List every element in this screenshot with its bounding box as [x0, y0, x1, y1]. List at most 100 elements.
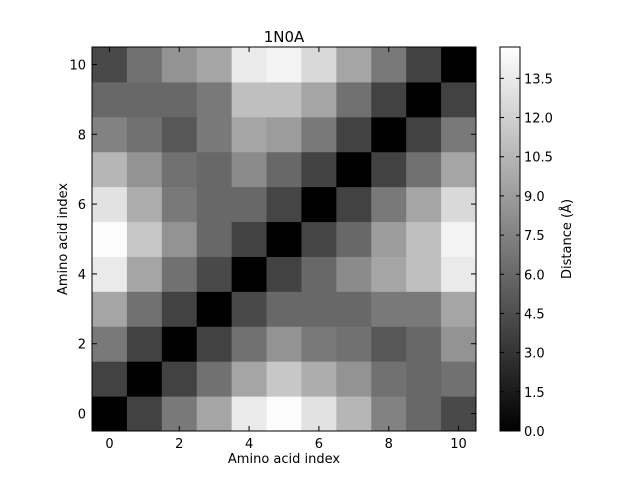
heatmap-cell	[301, 256, 337, 292]
heatmap-cell	[231, 81, 268, 118]
heatmap-cell	[92, 151, 128, 188]
heatmap-cell	[336, 47, 372, 83]
colorbar-tick-label: 6.0	[524, 268, 545, 283]
heatmap-cell	[406, 291, 442, 327]
heatmap-cell	[92, 47, 128, 83]
heatmap-cell	[126, 326, 163, 362]
heatmap-cell	[126, 361, 163, 397]
heatmap-cell	[266, 256, 302, 292]
x-axis-label: Amino acid index	[228, 452, 340, 467]
heatmap-cells	[92, 47, 477, 432]
heatmap-cell	[371, 47, 407, 83]
heatmap-cell	[336, 221, 372, 257]
heatmap-cell	[441, 81, 477, 118]
y-axis-label: Amino acid index	[56, 183, 71, 295]
heatmap-cell	[371, 361, 407, 397]
colorbar-ticks: 0.0 1.5 3.0 4.5 6.0 7.5 9.0 10.5 12.0 13.5	[500, 72, 553, 440]
heatmap-cell	[126, 221, 163, 257]
heatmap-cell	[161, 326, 198, 362]
heatmap-cell	[231, 47, 268, 83]
heatmap-cell	[196, 186, 233, 223]
heatmap-cell	[441, 256, 477, 292]
heatmap-cell	[336, 291, 372, 327]
heatmap-cell	[161, 396, 198, 432]
heatmap-cell	[126, 47, 163, 83]
heatmap-cell	[441, 116, 477, 153]
heatmap-cell	[441, 361, 477, 397]
heatmap-cell	[231, 326, 268, 362]
y-axis-ticks: 0 2 4 6 8 10	[69, 58, 476, 423]
heatmap-cell	[441, 151, 477, 188]
heatmap-cell	[161, 47, 198, 83]
heatmap-cell	[161, 186, 198, 223]
heatmap-cell	[371, 326, 407, 362]
heatmap-cell	[336, 361, 372, 397]
heatmap-cell	[231, 396, 268, 432]
heatmap-cell	[161, 81, 198, 118]
heatmap-cell	[266, 116, 302, 153]
heatmap-cell	[196, 396, 233, 432]
x-tick-label: 0	[105, 437, 113, 452]
heatmap-cell	[301, 47, 337, 83]
heatmap-cell	[406, 186, 442, 223]
heatmap-cell	[161, 116, 198, 153]
heatmap-cell	[266, 221, 302, 257]
heatmap-cell	[92, 81, 128, 118]
heatmap-cell	[371, 221, 407, 257]
heatmap-cell	[126, 396, 163, 432]
heatmap-cell	[301, 396, 337, 432]
heatmap-cell	[92, 361, 128, 397]
heatmap-cell	[126, 186, 163, 223]
heatmap-cell	[231, 256, 268, 292]
heatmap-cell	[266, 81, 302, 118]
colorbar-tick-label: 12.0	[524, 112, 553, 127]
heatmap-cell	[266, 291, 302, 327]
heatmap-cell	[336, 256, 372, 292]
heatmap-cell	[196, 221, 233, 257]
heatmap-cell	[301, 361, 337, 397]
heatmap-cell	[126, 291, 163, 327]
heatmap-cell	[406, 81, 442, 118]
heatmap-cell	[301, 116, 337, 153]
heatmap-cell	[406, 221, 442, 257]
colorbar-tick-label: 1.5	[524, 386, 545, 401]
heatmap-cell	[126, 116, 163, 153]
heatmap-cell	[92, 396, 128, 432]
heatmap-cell	[231, 116, 268, 153]
heatmap-cell	[371, 186, 407, 223]
heatmap-cell	[231, 221, 268, 257]
heatmap-cell	[92, 256, 128, 292]
heatmap-cell	[406, 151, 442, 188]
y-tick-label: 0	[78, 408, 86, 423]
y-tick-label: 4	[78, 268, 86, 283]
heatmap-cell	[196, 116, 233, 153]
heatmap-cell	[406, 116, 442, 153]
heatmap-cell	[371, 291, 407, 327]
heatmap-cell	[231, 186, 268, 223]
heatmap-cell	[92, 291, 128, 327]
y-tick-label: 2	[78, 338, 86, 353]
x-tick-label: 4	[245, 437, 253, 452]
heatmap-cell	[441, 221, 477, 257]
heatmap-cell	[196, 361, 233, 397]
plot-frame	[91, 46, 477, 432]
colorbar-tick-label: 13.5	[524, 72, 553, 87]
heatmap-cell	[371, 151, 407, 188]
colorbar-tick-label: 4.5	[524, 307, 545, 322]
heatmap-cell	[371, 116, 407, 153]
heatmap-cell	[371, 396, 407, 432]
heatmap-cell	[371, 256, 407, 292]
heatmap-cell	[196, 151, 233, 188]
heatmap-cell	[336, 186, 372, 223]
heatmap-cell	[371, 81, 407, 118]
colorbar-tick-label: 3.0	[524, 347, 545, 362]
x-tick-label: 10	[450, 437, 467, 452]
y-tick-label: 6	[78, 198, 86, 213]
heatmap-cell	[301, 291, 337, 327]
heatmap-cell	[441, 291, 477, 327]
heatmap-cell	[92, 186, 128, 223]
colorbar-tick-label: 9.0	[524, 190, 545, 205]
heatmap-cell	[161, 361, 198, 397]
heatmap-cell	[336, 326, 372, 362]
